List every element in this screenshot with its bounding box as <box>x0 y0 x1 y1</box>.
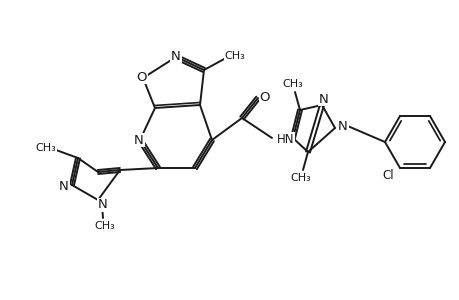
Text: Cl: Cl <box>381 169 393 182</box>
Text: CH₃: CH₃ <box>35 143 56 153</box>
Text: N: N <box>171 50 180 62</box>
Text: CH₃: CH₃ <box>95 221 115 231</box>
Text: N: N <box>59 181 69 194</box>
Text: O: O <box>259 91 270 103</box>
Text: N: N <box>134 134 144 146</box>
Text: CH₃: CH₃ <box>282 79 303 89</box>
Text: N: N <box>319 92 328 106</box>
Text: CH₃: CH₃ <box>224 51 245 61</box>
Text: N: N <box>98 199 108 212</box>
Text: O: O <box>136 70 147 83</box>
Text: CH₃: CH₃ <box>290 173 311 183</box>
Text: HN: HN <box>276 133 294 146</box>
Text: N: N <box>337 119 347 133</box>
